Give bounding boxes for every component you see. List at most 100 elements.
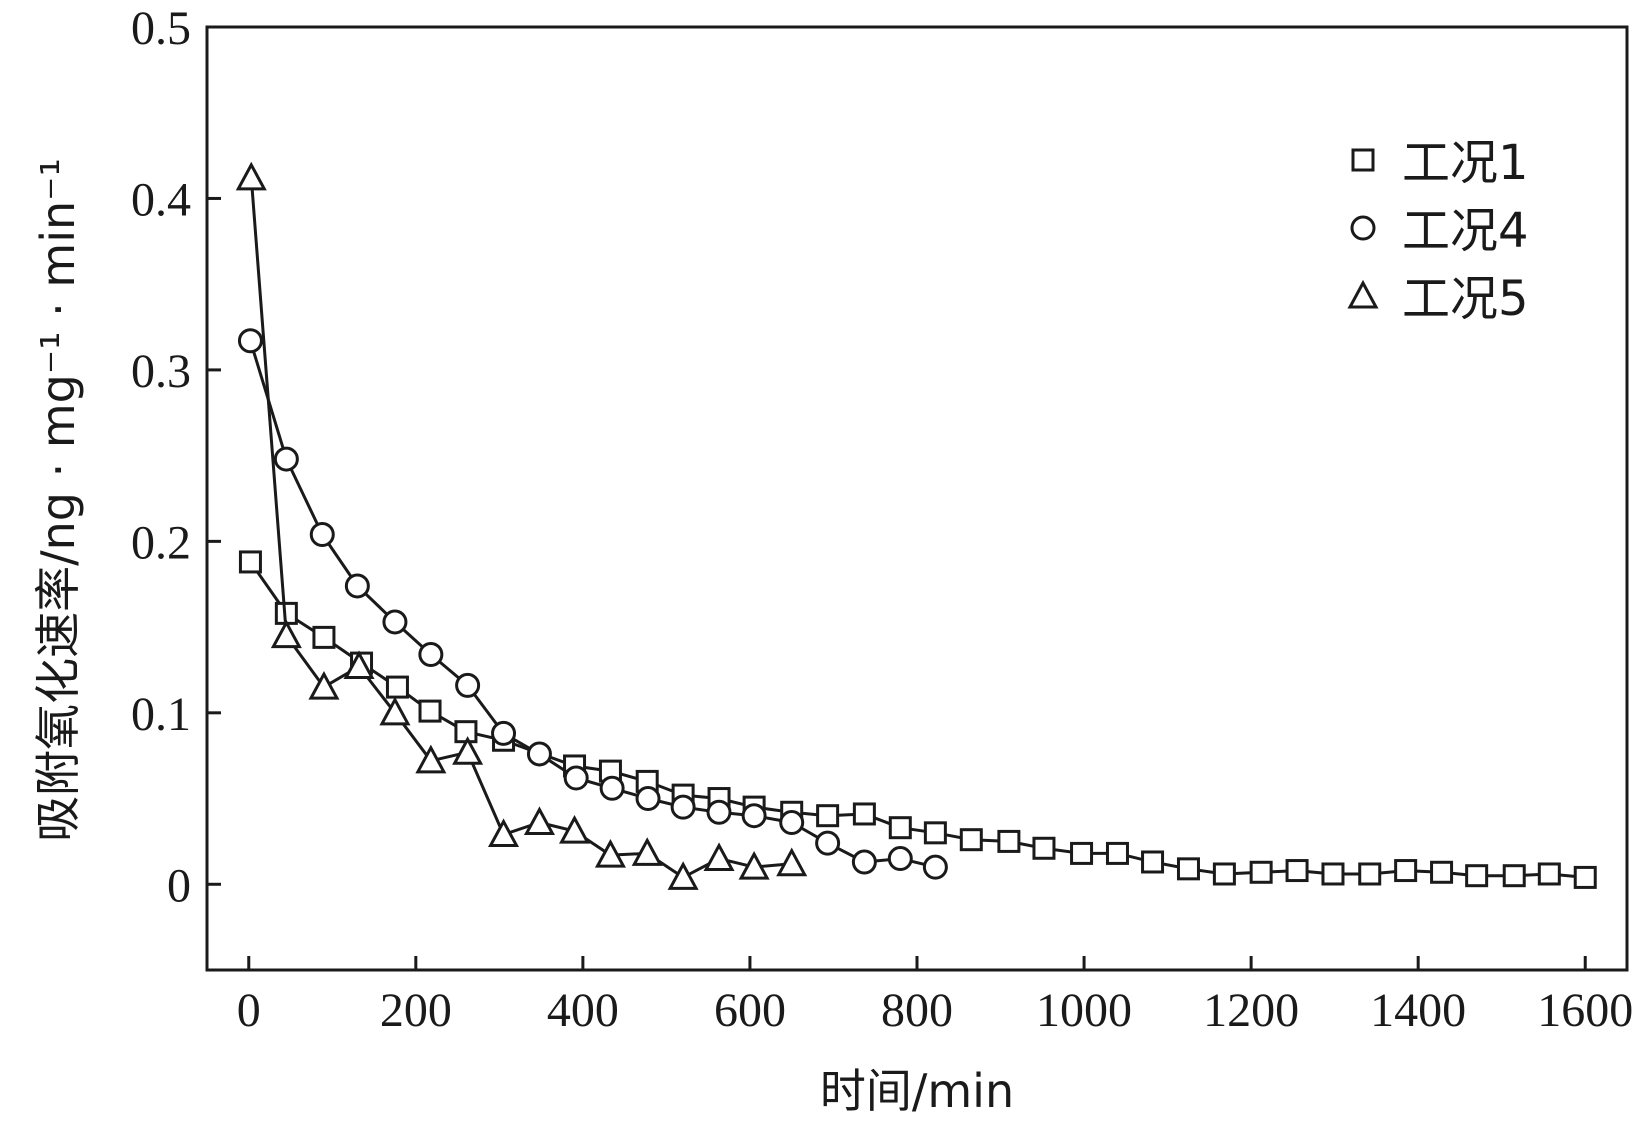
- data-point: [816, 804, 840, 828]
- data-point: [631, 837, 663, 866]
- data-point: [1249, 860, 1273, 884]
- y-tick-label: 0.4: [131, 173, 191, 226]
- data-point: [563, 765, 589, 791]
- data-point: [559, 814, 591, 844]
- x-tick-label: 800: [881, 984, 953, 1037]
- data-point: [779, 810, 805, 836]
- data-point: [418, 699, 442, 723]
- data-point: [1537, 862, 1561, 886]
- data-point: [308, 670, 340, 700]
- data-point: [270, 619, 302, 649]
- legend-marker: [1350, 215, 1376, 241]
- x-tick-label: 200: [380, 984, 452, 1037]
- x-tick-label: 1400: [1370, 984, 1466, 1037]
- x-axis-title: 时间/min: [820, 1064, 1014, 1118]
- data-point: [309, 522, 335, 548]
- series-line: [248, 340, 936, 869]
- data-point: [959, 828, 983, 852]
- data-point: [452, 736, 484, 765]
- data-point: [1358, 862, 1382, 886]
- data-point: [491, 720, 517, 746]
- data-point: [851, 849, 877, 875]
- series-layer: [235, 161, 1597, 890]
- series-circle: [237, 328, 948, 880]
- series-line: [249, 177, 792, 879]
- data-point: [1430, 860, 1454, 884]
- data-point: [738, 850, 770, 880]
- y-axis-title: 吸附氧化速率/ng · mg⁻¹ · min⁻¹: [31, 158, 85, 842]
- legend-label: 工况5: [1402, 271, 1529, 327]
- series-triangle: [235, 161, 808, 890]
- x-axis-ticks: 0 200 400 600 800 1000 1200 1400 1600: [237, 956, 1633, 1037]
- data-point: [454, 720, 478, 744]
- data-point: [887, 846, 913, 872]
- x-tick-label: 400: [547, 984, 619, 1037]
- data-point: [667, 861, 699, 890]
- data-point: [385, 675, 409, 699]
- data-point: [815, 830, 841, 856]
- data-point: [922, 854, 948, 880]
- data-point: [599, 775, 625, 801]
- data-point: [888, 816, 912, 840]
- data-point: [1394, 859, 1418, 883]
- data-point: [741, 803, 767, 829]
- data-point: [379, 696, 411, 726]
- y-tick-label: 0.5: [131, 2, 191, 55]
- data-point: [670, 794, 696, 820]
- y-tick-label: 0.3: [131, 345, 191, 398]
- data-point: [1176, 857, 1200, 881]
- y-tick-label: 0.2: [131, 516, 191, 569]
- data-point: [1032, 836, 1056, 860]
- data-point: [1141, 850, 1165, 874]
- data-point: [1321, 862, 1345, 886]
- data-point: [923, 821, 947, 845]
- legend-item: 工况1: [1351, 135, 1529, 191]
- data-point: [706, 799, 732, 825]
- data-point: [418, 642, 444, 668]
- y-tick-label: 0.1: [131, 688, 191, 741]
- legend-marker: [1351, 148, 1375, 172]
- legend-label: 工况1: [1402, 135, 1529, 191]
- x-tick-label: 600: [714, 984, 786, 1037]
- data-point: [1502, 864, 1526, 888]
- data-point: [703, 842, 735, 872]
- data-point: [526, 741, 552, 767]
- data-point: [273, 446, 299, 472]
- series-line: [249, 561, 1586, 879]
- y-tick-label: 0: [167, 859, 191, 912]
- data-point: [488, 818, 520, 848]
- series-square: [238, 550, 1597, 889]
- data-point: [594, 838, 626, 868]
- data-point: [1573, 865, 1597, 889]
- data-point: [523, 806, 555, 836]
- data-point: [238, 550, 262, 574]
- data-point: [235, 161, 267, 191]
- x-tick-label: 1600: [1537, 984, 1633, 1037]
- data-point: [455, 672, 481, 698]
- data-point: [635, 786, 661, 812]
- data-point: [415, 744, 447, 774]
- data-point: [1285, 859, 1309, 883]
- data-point: [343, 650, 375, 680]
- legend: 工况1 工况4 工况5: [1347, 135, 1529, 327]
- legend-item: 工况5: [1347, 271, 1529, 327]
- legend-marker: [1347, 279, 1379, 309]
- data-point: [776, 847, 808, 877]
- data-point: [344, 573, 370, 599]
- data-point: [1070, 841, 1094, 865]
- data-point: [382, 609, 408, 635]
- x-tick-label: 1200: [1203, 984, 1299, 1037]
- y-axis-ticks: 0 0.1 0.2 0.3 0.4 0.5: [131, 2, 221, 912]
- data-point: [237, 328, 263, 354]
- x-tick-label: 0: [237, 984, 261, 1037]
- data-point: [1212, 862, 1236, 886]
- legend-label: 工况4: [1402, 203, 1529, 259]
- x-tick-label: 1000: [1036, 984, 1132, 1037]
- data-point: [852, 802, 876, 826]
- data-point: [1105, 841, 1129, 865]
- data-point: [312, 625, 336, 649]
- data-point: [997, 829, 1021, 853]
- legend-item: 工况4: [1350, 203, 1529, 259]
- data-point: [1465, 864, 1489, 888]
